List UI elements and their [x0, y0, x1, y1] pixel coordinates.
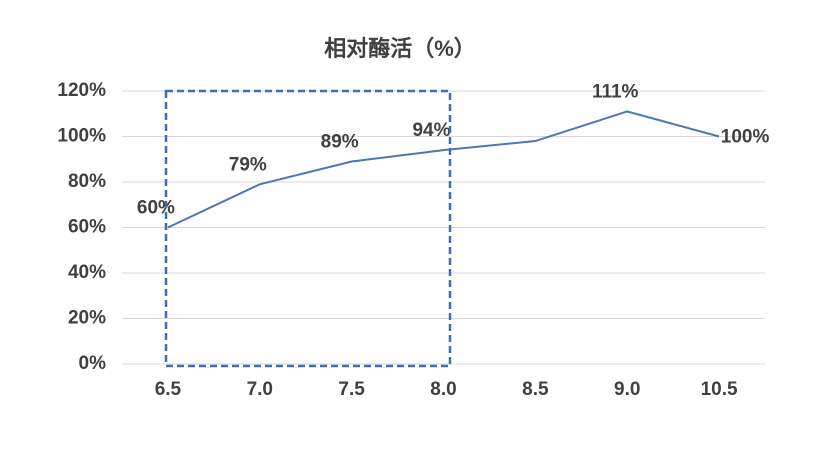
y-tick-label: 40%	[68, 262, 106, 283]
x-tick-label: 9.0	[614, 379, 640, 400]
highlight-box	[164, 89, 452, 368]
data-label: 100%	[721, 127, 770, 148]
data-label: 94%	[412, 120, 450, 141]
y-tick-label: 120%	[57, 80, 106, 101]
y-tick-label: 100%	[57, 126, 106, 147]
line	[167, 110, 720, 229]
y-tick-label: 80%	[68, 171, 106, 192]
x-tick-label: 8.5	[522, 379, 549, 400]
x-tick-label: 6.5	[155, 379, 182, 400]
y-tick-label: 0%	[79, 353, 107, 374]
data-label: 79%	[229, 154, 267, 175]
chart-title: 相对酶活（%）	[324, 36, 476, 61]
x-tick-label: 7.0	[247, 379, 273, 400]
data-label: 89%	[321, 132, 359, 153]
data-label: 60%	[137, 198, 175, 219]
y-tick-label: 60%	[68, 217, 106, 238]
x-tick-label: 8.0	[430, 379, 456, 400]
x-tick-label: 7.5	[338, 379, 365, 400]
data-label: 111%	[592, 81, 639, 102]
x-tick-label: 10.5	[701, 379, 738, 400]
y-tick-label: 20%	[68, 308, 106, 329]
